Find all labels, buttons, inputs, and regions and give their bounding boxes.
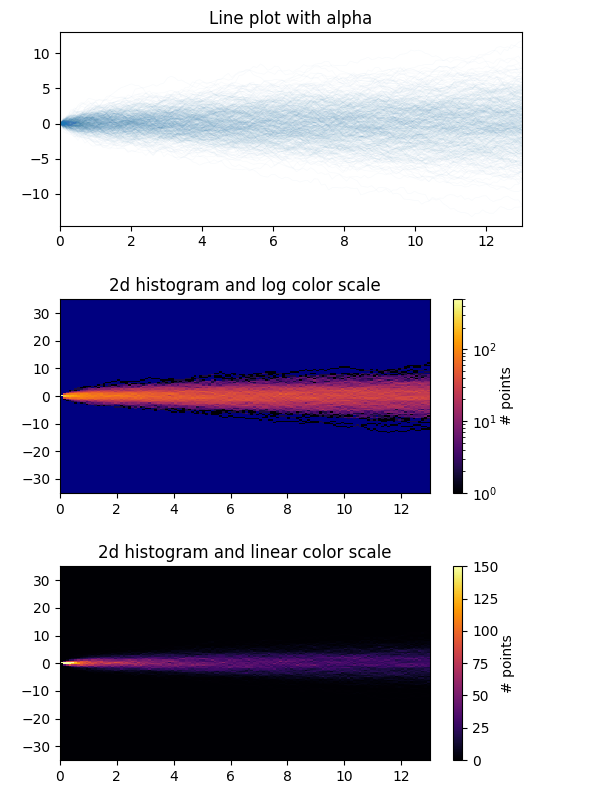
Y-axis label: # points: # points xyxy=(501,634,515,693)
Title: 2d histogram and linear color scale: 2d histogram and linear color scale xyxy=(98,544,392,562)
Title: 2d histogram and log color scale: 2d histogram and log color scale xyxy=(109,277,380,295)
Title: Line plot with alpha: Line plot with alpha xyxy=(209,10,373,28)
Y-axis label: # points: # points xyxy=(500,366,514,426)
